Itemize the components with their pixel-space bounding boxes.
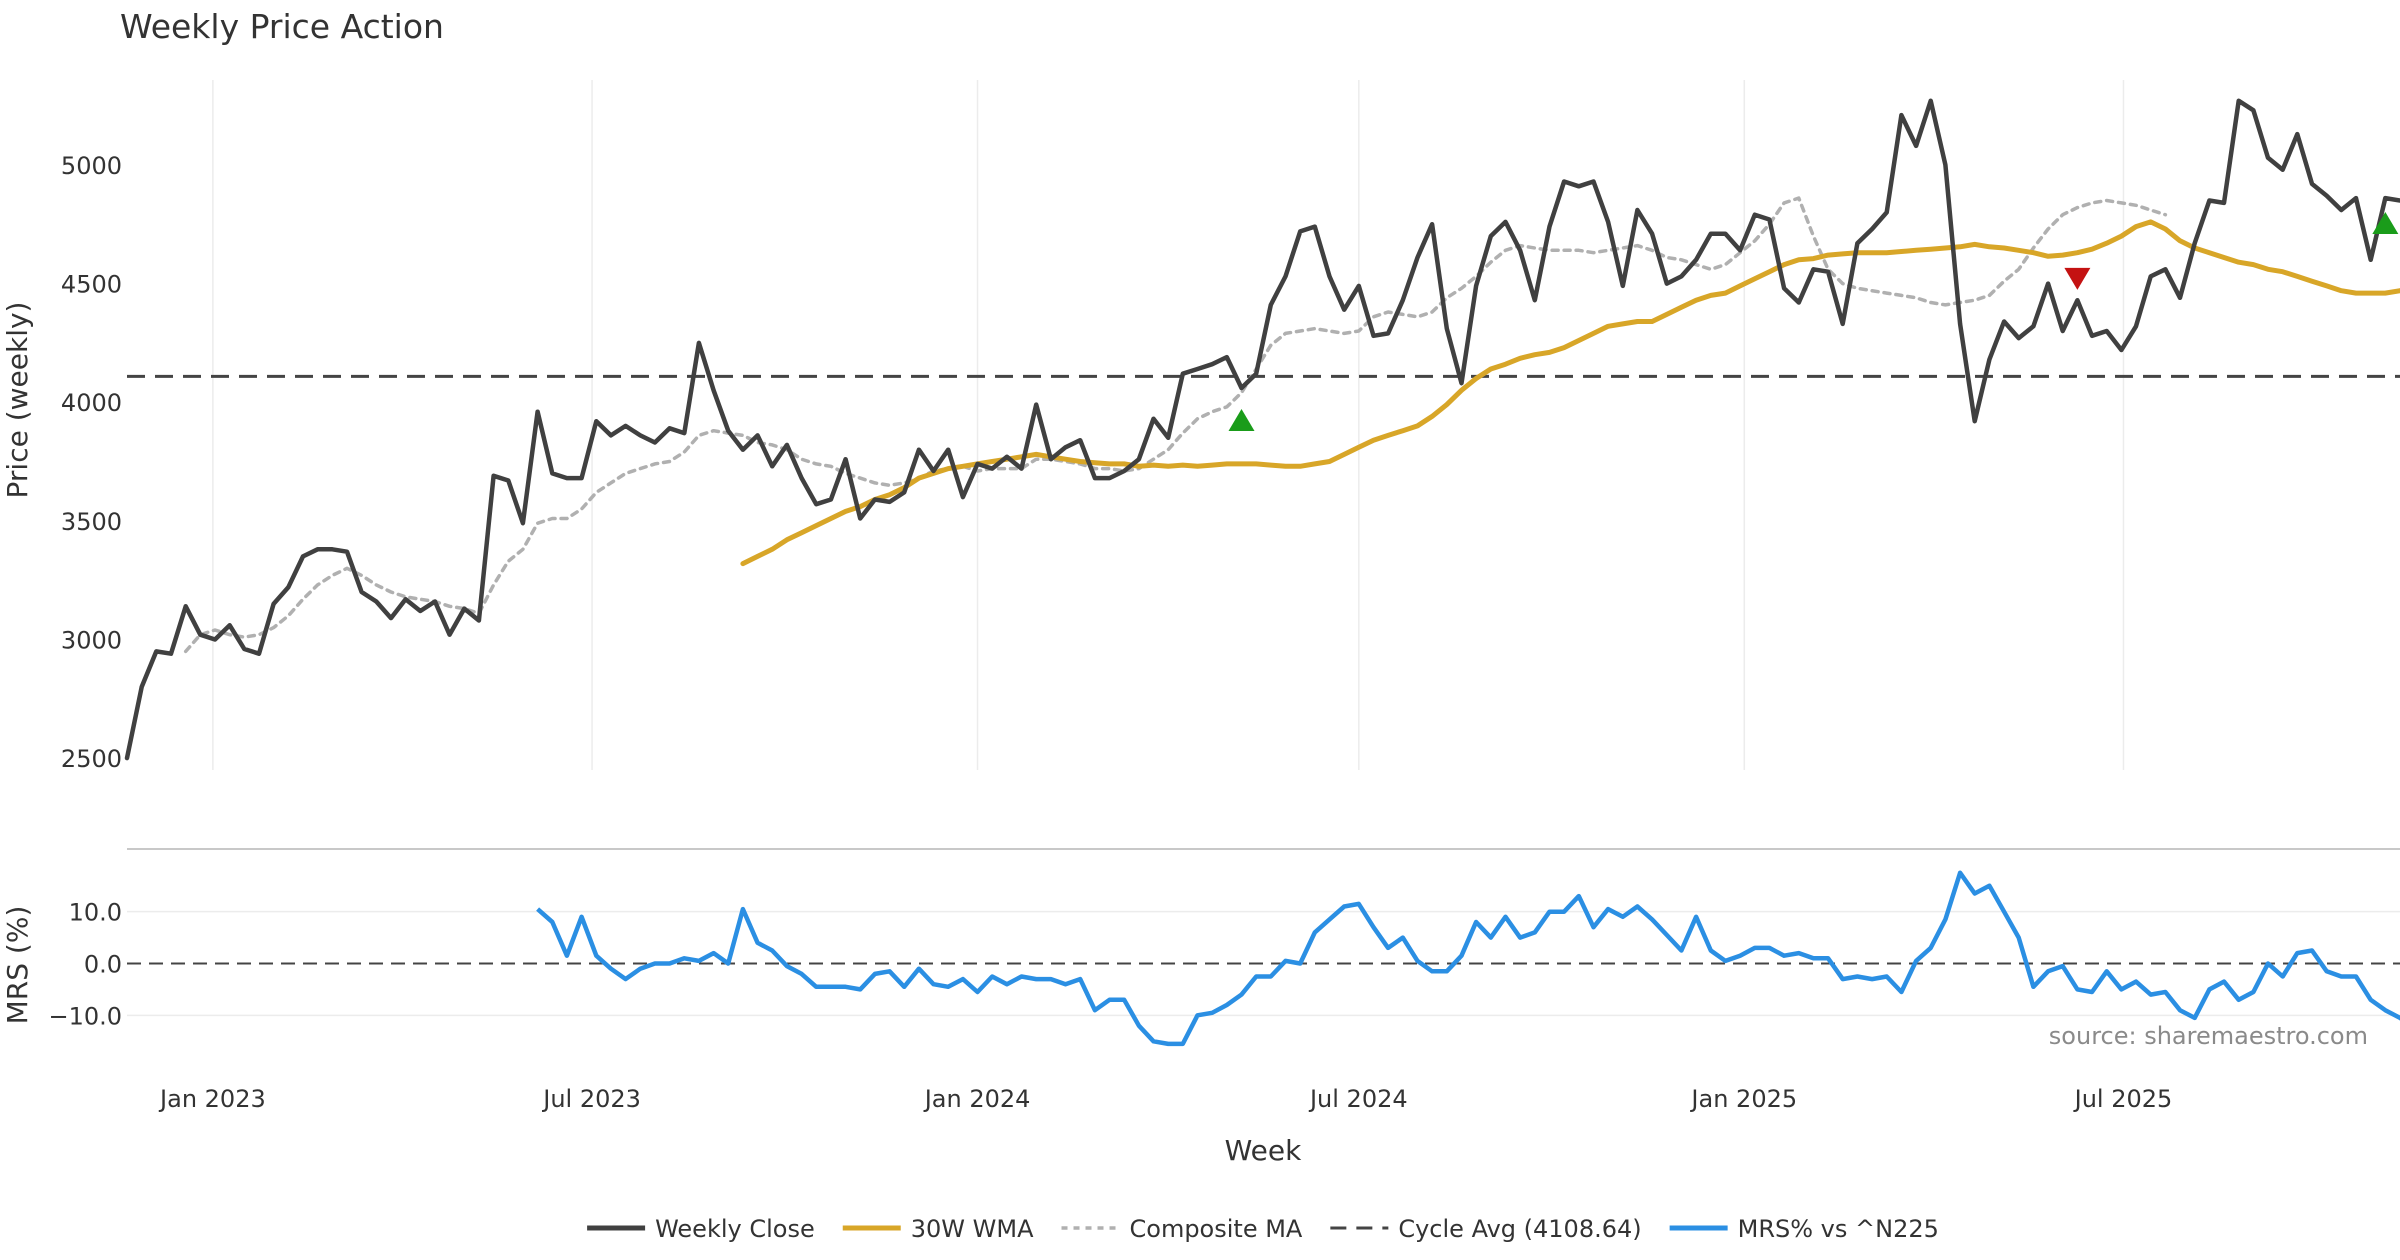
legend-label: Weekly Close [655,1215,815,1243]
buy-signal-marker [2372,212,2399,235]
buy-signal-marker [1228,409,1255,431]
price-axis-ticks: 2500 3000 3500 4000 4500 5000 [61,152,122,773]
x-tick-label: Jul 2023 [541,1085,641,1113]
price-tick-label: 5000 [61,152,122,180]
mrs-tick-label: −10.0 [48,1002,122,1030]
mrs-series-group [536,870,2400,1047]
price-tick-label: 3500 [61,508,122,536]
main-gridlines [212,80,2125,770]
x-axis-ticks: Jan 2023 Jul 2023 Jan 2024 Jul 2024 Jan 2025… [158,1085,2172,1113]
x-axis-label: Week [1225,1134,1302,1167]
x-tick-label: Jul 2025 [2073,1085,2173,1113]
source-credit: source: sharemaestro.com [2049,1022,2368,1050]
sell-signal-marker [2064,267,2091,290]
price-tick-label: 4000 [61,389,122,417]
mrs-tick-label: 0.0 [84,951,122,979]
series-line-weekly-close [124,98,2400,761]
x-tick-label: Jan 2024 [923,1085,1031,1113]
price-tick-label: 3000 [61,626,122,654]
x-tick-label: Jan 2025 [1689,1085,1797,1113]
series-line-30w-wma [740,219,2400,567]
x-tick-label: Jul 2024 [1308,1085,1408,1113]
series-line-mrs [536,870,2400,1047]
chart-title: Weekly Price Action [120,7,444,46]
legend-label: MRS% vs ^N225 [1738,1215,1939,1243]
mrs-tick-label: 10.0 [69,899,122,927]
price-axis-label: Price (weekly) [1,302,34,499]
price-tick-label: 2500 [61,745,122,773]
signal-markers [1228,212,2399,431]
main-series-group [124,98,2400,761]
legend: Weekly Close 30W WMA Composite MA Cycle Avg… [587,1215,1939,1243]
legend-label: 30W WMA [911,1215,1034,1243]
mrs-axis-ticks: 10.0 0.0 −10.0 [48,899,122,1031]
price-tick-label: 4500 [61,271,122,299]
legend-label: Cycle Avg (4108.64) [1398,1215,1641,1243]
mrs-axis-label: MRS (%) [1,906,34,1025]
legend-label: Composite MA [1130,1215,1303,1243]
x-tick-label: Jan 2023 [158,1085,266,1113]
series-line-composite-ma [183,196,2168,654]
mrs-gridlines [127,910,2400,1017]
